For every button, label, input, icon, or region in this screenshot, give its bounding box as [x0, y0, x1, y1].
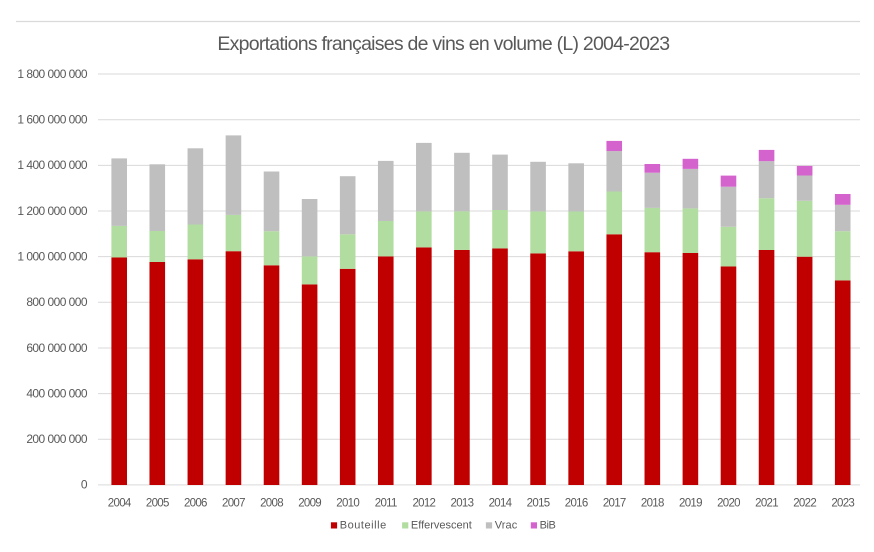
svg-text:2004: 2004	[108, 497, 132, 509]
svg-text:2006: 2006	[184, 497, 207, 509]
svg-text:1 800 000 000: 1 800 000 000	[17, 67, 87, 81]
svg-text:2015: 2015	[527, 497, 550, 509]
svg-text:2008: 2008	[260, 497, 283, 509]
svg-text:2018: 2018	[641, 497, 664, 509]
svg-text:2011: 2011	[375, 497, 397, 509]
svg-text:2009: 2009	[298, 497, 321, 509]
svg-text:2007: 2007	[222, 497, 245, 509]
svg-text:800 000 000: 800 000 000	[26, 295, 88, 309]
svg-text:600 000 000: 600 000 000	[26, 341, 88, 355]
svg-text:1 600 000 000: 1 600 000 000	[17, 113, 87, 127]
svg-text:2022: 2022	[793, 497, 816, 509]
svg-text:2014: 2014	[489, 497, 513, 509]
svg-text:2010: 2010	[336, 497, 359, 509]
svg-text:200 000 000: 200 000 000	[26, 432, 88, 446]
svg-text:1 200 000 000: 1 200 000 000	[17, 204, 87, 218]
svg-text:2017: 2017	[603, 497, 626, 509]
svg-text:2013: 2013	[451, 497, 474, 509]
svg-text:Bouteille: Bouteille	[340, 520, 387, 532]
svg-text:Effervescent: Effervescent	[411, 520, 472, 532]
svg-text:BiB: BiB	[540, 520, 556, 532]
svg-text:Exportations françaises de vin: Exportations françaises de vins en volum…	[217, 33, 669, 55]
svg-text:2019: 2019	[679, 497, 702, 509]
svg-text:0: 0	[81, 478, 88, 492]
svg-text:2016: 2016	[565, 497, 588, 509]
svg-text:2005: 2005	[146, 497, 169, 509]
svg-text:1 400 000 000: 1 400 000 000	[17, 158, 87, 172]
svg-text:400 000 000: 400 000 000	[26, 386, 88, 400]
svg-text:2021: 2021	[755, 497, 778, 509]
svg-text:Vrac: Vrac	[495, 520, 518, 532]
svg-text:2012: 2012	[412, 497, 435, 509]
svg-text:2023: 2023	[831, 497, 854, 509]
svg-text:1 000 000 000: 1 000 000 000	[17, 249, 87, 263]
svg-text:2020: 2020	[717, 497, 740, 509]
